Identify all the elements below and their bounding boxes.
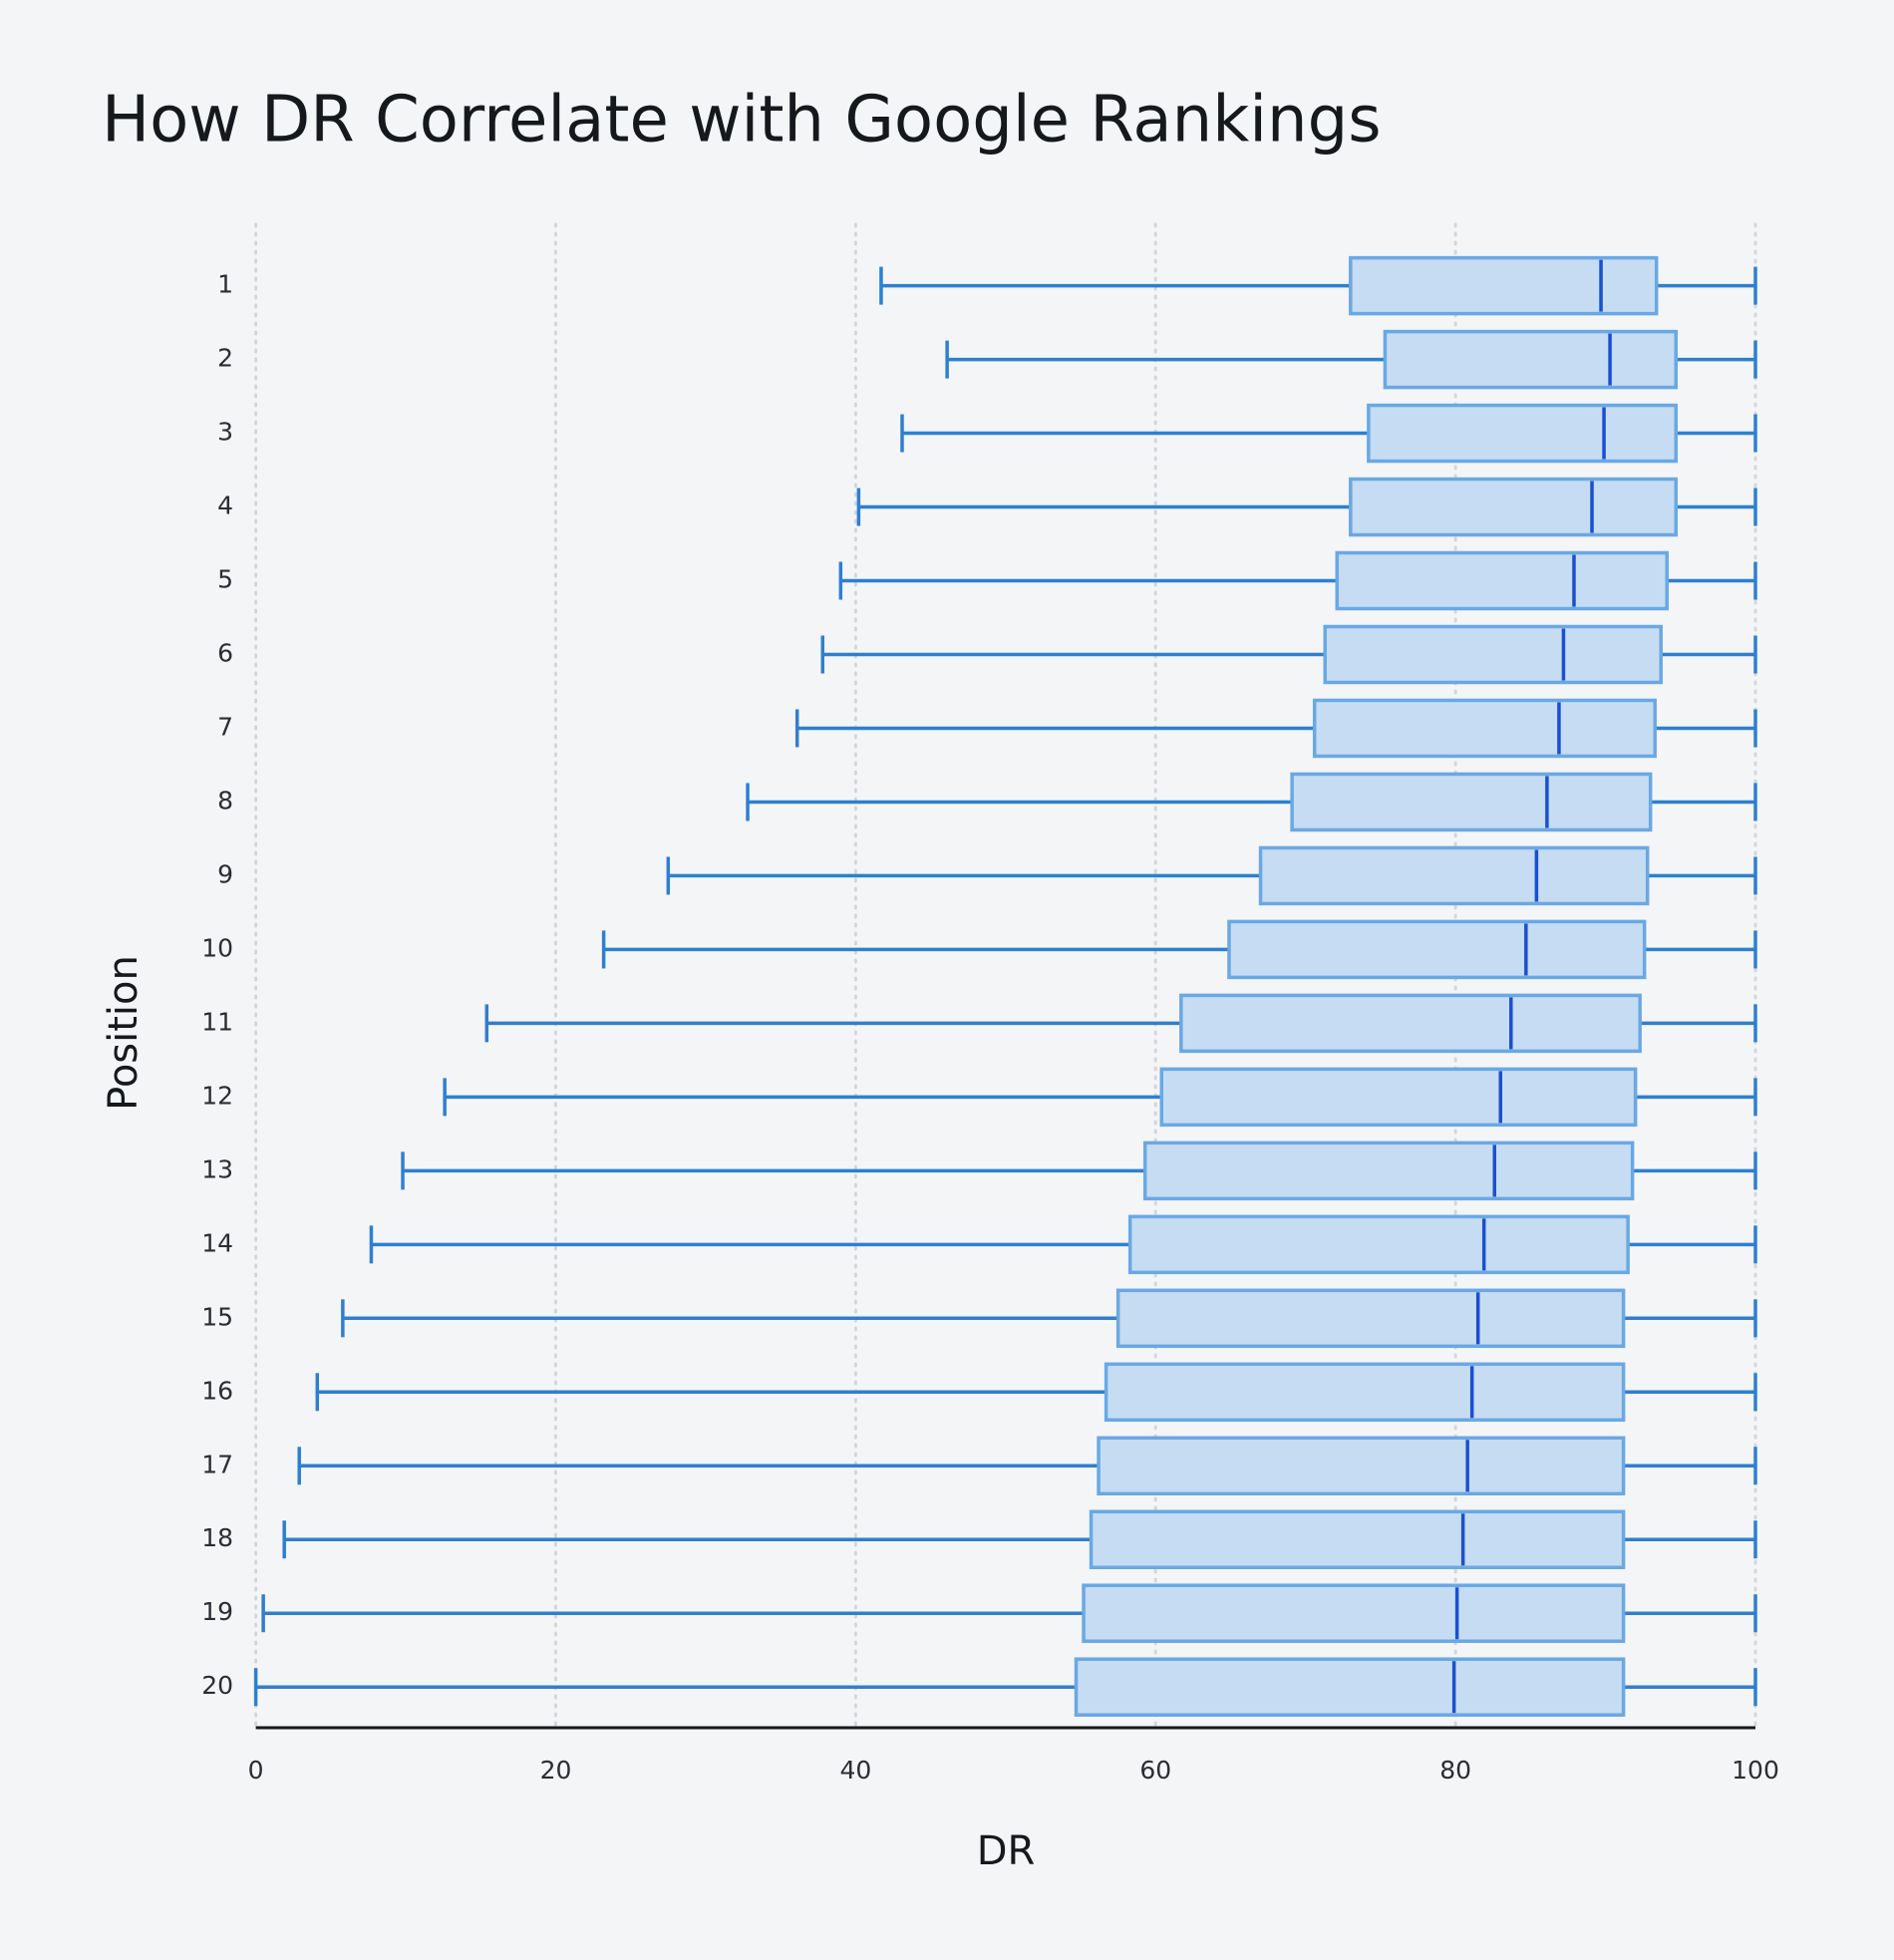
- box: [1127, 1214, 1630, 1275]
- x-tick-label: 0: [248, 1756, 264, 1785]
- y-tick-label: 10: [201, 933, 233, 962]
- box: [1349, 255, 1659, 316]
- y-tick-label: 4: [217, 491, 233, 520]
- y-tick-label: 16: [201, 1376, 233, 1405]
- box: [1367, 403, 1679, 464]
- box: [1097, 1436, 1626, 1496]
- y-tick-label: 5: [217, 565, 233, 594]
- y-tick-label: 9: [217, 859, 233, 888]
- box: [1142, 1141, 1635, 1201]
- box: [1312, 698, 1657, 759]
- box: [1179, 993, 1642, 1054]
- box: [1349, 477, 1679, 537]
- box: [1323, 624, 1663, 685]
- y-tick-label: 15: [201, 1302, 233, 1331]
- box: [1115, 1288, 1626, 1349]
- y-tick-label: 2: [217, 344, 233, 373]
- y-tick-label: 18: [201, 1523, 233, 1552]
- box: [1335, 550, 1669, 611]
- y-tick-label: 20: [201, 1671, 233, 1700]
- box: [1082, 1583, 1626, 1643]
- y-tick-label: 17: [201, 1450, 233, 1478]
- y-tick-label: 19: [201, 1597, 233, 1626]
- y-tick-label: 7: [217, 712, 233, 741]
- box: [1074, 1657, 1626, 1717]
- box: [1258, 845, 1650, 906]
- box: [1159, 1067, 1638, 1128]
- y-tick-label: 13: [201, 1154, 233, 1183]
- x-axis-title: DR: [977, 1828, 1036, 1874]
- y-tick-label: 6: [217, 638, 233, 667]
- y-tick-label: 14: [201, 1228, 233, 1257]
- x-tick-label: 60: [1139, 1756, 1171, 1785]
- box: [1089, 1509, 1626, 1569]
- box: [1383, 329, 1679, 390]
- y-tick-label: 3: [217, 418, 233, 447]
- x-tick-label: 20: [540, 1756, 572, 1785]
- x-tick-label: 40: [839, 1756, 871, 1785]
- y-axis-title: Position: [101, 955, 147, 1111]
- box: [1104, 1362, 1626, 1423]
- box: [1290, 772, 1653, 832]
- y-tick-label: 12: [201, 1081, 233, 1110]
- chart-title: How DR Correlate with Google Rankings: [102, 84, 1382, 158]
- y-tick-label: 1: [217, 270, 233, 299]
- y-tick-label: 8: [217, 786, 233, 815]
- y-tick-label: 11: [201, 1007, 233, 1036]
- x-tick-label: 80: [1439, 1756, 1471, 1785]
- box: [1227, 919, 1647, 980]
- x-tick-label: 100: [1732, 1756, 1779, 1785]
